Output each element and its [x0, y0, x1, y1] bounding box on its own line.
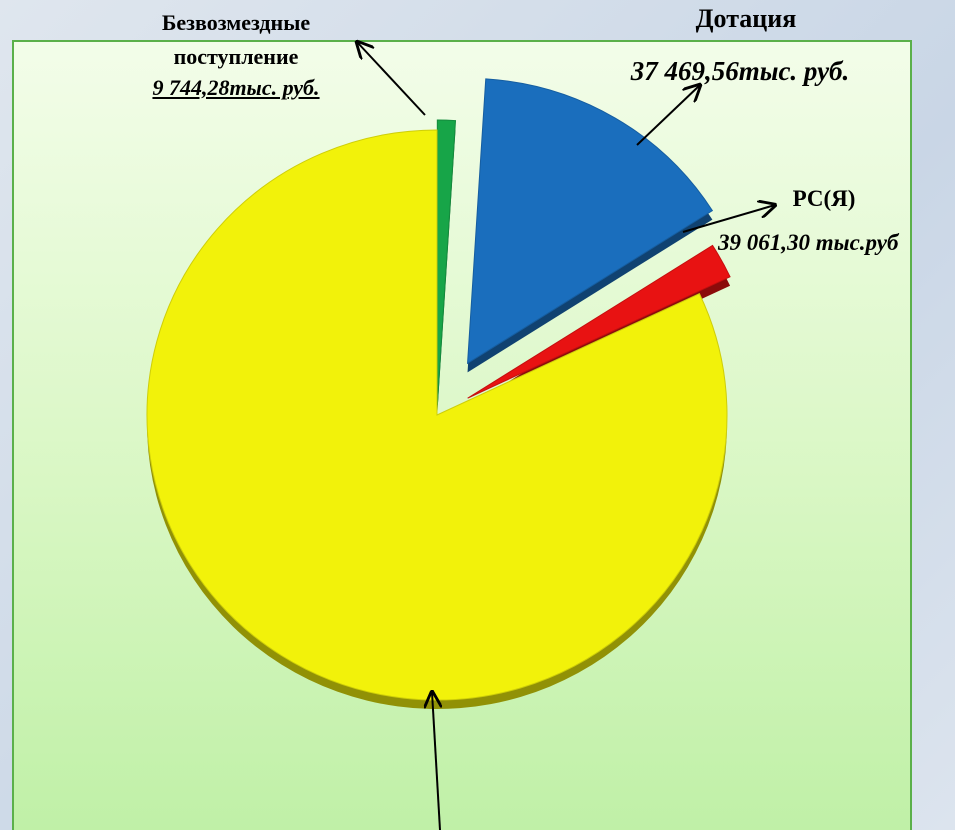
- pie: [146, 78, 731, 709]
- slice: [466, 78, 714, 365]
- arrow: [357, 42, 426, 116]
- category-label: РС(Я): [792, 186, 856, 211]
- value-label: 37 469,56тыс. руб.: [630, 56, 850, 86]
- arrow: [682, 205, 775, 233]
- category-label: Безвозмездные поступление: [161, 10, 311, 69]
- value-label: 39 061,30 тыс.руб: [718, 230, 899, 255]
- arrow: [432, 692, 440, 830]
- slice: [467, 244, 731, 399]
- value-label: 9 744,28тыс. руб.: [152, 75, 320, 100]
- category-label: Дотация: [695, 4, 797, 33]
- arrow: [636, 85, 700, 146]
- slice: [146, 129, 728, 701]
- slice: [436, 119, 457, 406]
